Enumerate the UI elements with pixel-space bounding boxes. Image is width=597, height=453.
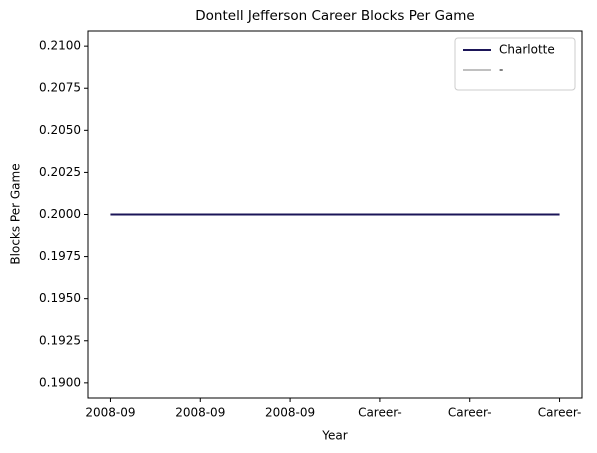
x-tick-label: 2008-09 <box>175 406 225 420</box>
x-tick-label: Career- <box>448 406 492 420</box>
x-tick-label: 2008-09 <box>265 406 315 420</box>
x-tick-label: 2008-09 <box>85 406 135 420</box>
y-tick-label: 0.1900 <box>39 375 81 389</box>
y-tick-label: 0.2075 <box>39 81 81 95</box>
legend-label: Charlotte <box>499 43 555 57</box>
y-tick-label: 0.1950 <box>39 291 81 305</box>
y-tick-label: 0.2100 <box>39 39 81 53</box>
x-tick-label: Career- <box>358 406 402 420</box>
chart-title: Dontell Jefferson Career Blocks Per Game <box>195 8 474 24</box>
x-tick-label: Career- <box>538 406 582 420</box>
y-tick-label: 0.2000 <box>39 207 81 221</box>
x-axis-label: Year <box>321 429 347 443</box>
y-tick-label: 0.2025 <box>39 165 81 179</box>
y-tick-label: 0.1975 <box>39 249 81 263</box>
y-tick-label: 0.2050 <box>39 123 81 137</box>
plot-frame <box>87 30 583 399</box>
y-tick-label: 0.1925 <box>39 333 81 347</box>
legend-label: - <box>499 63 503 77</box>
y-axis-label: Blocks Per Game <box>9 163 23 264</box>
